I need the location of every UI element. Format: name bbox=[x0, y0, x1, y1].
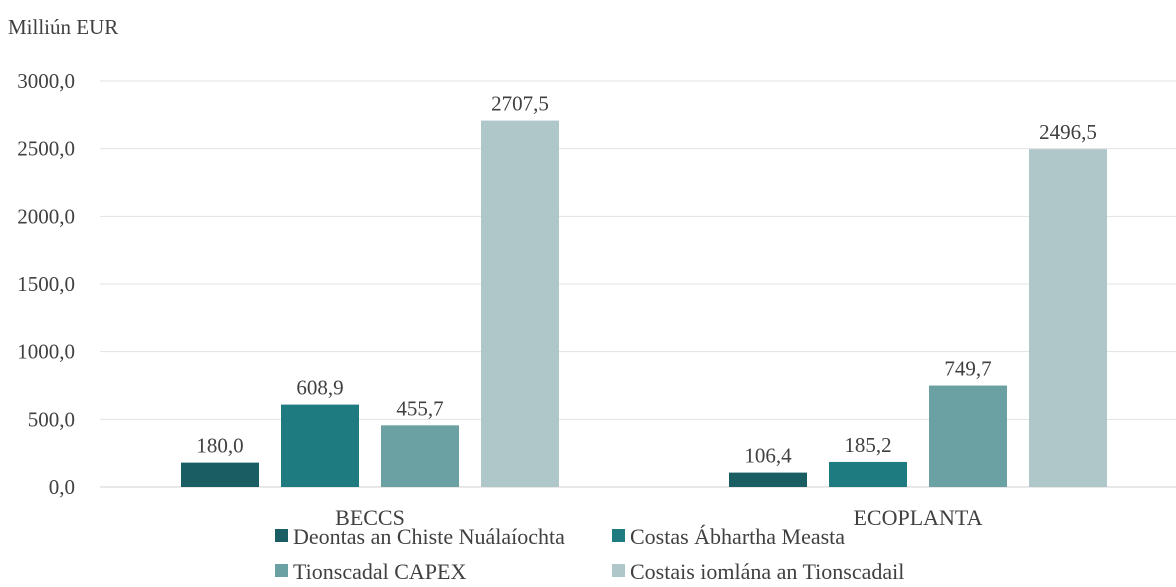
data-label: 2707,5 bbox=[491, 92, 549, 116]
bar bbox=[181, 462, 259, 487]
legend-label: Costas Ábhartha Measta bbox=[630, 524, 845, 549]
y-tick-labels: 0,0 500,0 1000,0 1500,0 2000,0 2500,0 3000,0 bbox=[17, 69, 75, 499]
y-tick-label: 2500,0 bbox=[17, 137, 75, 161]
category-label: ECOPLANTA bbox=[853, 505, 982, 530]
legend-swatch bbox=[275, 529, 288, 542]
y-tick-label: 0,0 bbox=[49, 475, 75, 499]
bar bbox=[381, 425, 459, 487]
data-label: 749,7 bbox=[944, 357, 991, 381]
data-label: 106,4 bbox=[744, 444, 792, 468]
bars bbox=[181, 120, 1107, 488]
y-axis-label: Milliún EUR bbox=[8, 15, 118, 39]
y-tick-label: 500,0 bbox=[28, 407, 75, 431]
bar bbox=[829, 461, 907, 487]
bar bbox=[481, 120, 559, 488]
legend-label: Tionscadal CAPEX bbox=[293, 559, 466, 584]
bar bbox=[1029, 149, 1107, 488]
y-tick-label: 1500,0 bbox=[17, 272, 75, 296]
data-label: 455,7 bbox=[396, 396, 443, 420]
data-label: 185,2 bbox=[844, 433, 891, 457]
legend-swatch bbox=[612, 529, 625, 542]
legend-swatch bbox=[275, 564, 288, 577]
legend-swatch bbox=[612, 564, 625, 577]
legend-label: Costais iomlána an Tionscadail bbox=[630, 559, 904, 584]
y-tick-label: 1000,0 bbox=[17, 340, 75, 364]
data-label: 180,0 bbox=[196, 434, 243, 458]
bar bbox=[929, 385, 1007, 487]
category-labels: BECCS ECOPLANTA bbox=[335, 505, 982, 530]
category-label: BECCS bbox=[335, 505, 405, 530]
bar bbox=[729, 472, 807, 487]
data-labels: 180,0 608,9 455,7 2707,5 106,4 185,2 749,7 2496… bbox=[196, 92, 1097, 468]
bar bbox=[281, 404, 359, 487]
legend: Deontas an Chiste Nuálaíochta Costas Ábha… bbox=[275, 524, 904, 584]
data-label: 608,9 bbox=[296, 376, 343, 400]
y-tick-label: 3000,0 bbox=[17, 69, 75, 93]
data-label: 2496,5 bbox=[1039, 120, 1097, 144]
y-tick-label: 2000,0 bbox=[17, 204, 75, 228]
legend-label: Deontas an Chiste Nuálaíochta bbox=[293, 524, 565, 549]
gridlines bbox=[100, 80, 1176, 488]
